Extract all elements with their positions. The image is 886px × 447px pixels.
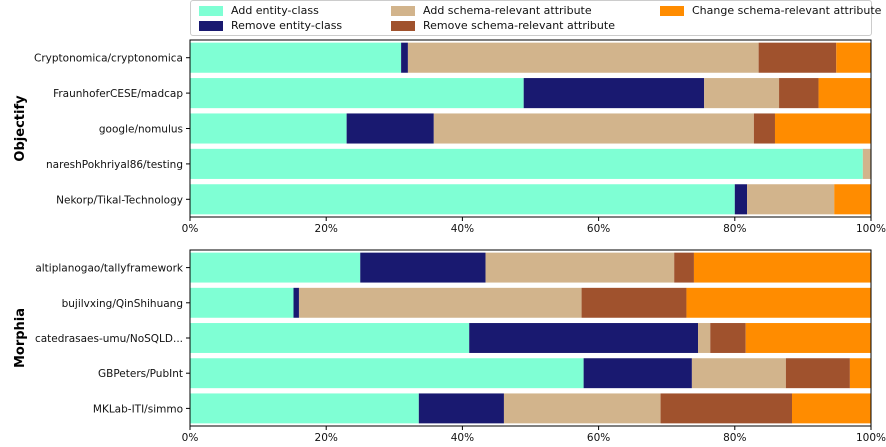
bar-segment-objectify-3-add_attr — [862, 148, 871, 179]
bar-segment-morphia-2-remove_attr — [710, 323, 746, 353]
bar-segment-objectify-2-remove_attr — [753, 113, 775, 144]
x-tick-label: 20% — [315, 432, 338, 444]
bar-segment-objectify-1-add_attr — [704, 78, 780, 109]
bar-segment-objectify-0-remove_entity — [401, 42, 408, 73]
bar-segment-objectify-1-add_entity — [190, 78, 524, 109]
bar-segment-morphia-2-remove_entity — [469, 323, 699, 353]
bar-segment-objectify-4-add_attr — [747, 184, 835, 215]
category-label: Nekorp/Tikal-Technology — [56, 194, 183, 206]
bar-segment-morphia-3-add_attr — [691, 358, 786, 389]
bar-segment-objectify-2-remove_entity — [346, 113, 434, 144]
bar-segment-objectify-3-add_entity — [190, 148, 863, 179]
bar-segment-objectify-1-remove_attr — [779, 78, 819, 109]
bar-segment-objectify-4-change_attr — [834, 184, 871, 215]
bar-segment-morphia-1-add_entity — [190, 287, 294, 318]
bar-segment-morphia-4-remove_entity — [418, 393, 504, 424]
bar-segment-morphia-4-change_attr — [792, 393, 871, 424]
bar-segment-morphia-2-add_attr — [698, 323, 711, 353]
x-tick-label: 60% — [587, 432, 610, 444]
legend-label: Add entity-class — [231, 4, 319, 17]
bar-segment-morphia-4-remove_attr — [660, 393, 792, 424]
category-label: Cryptonomica/cryptonomica — [34, 53, 183, 65]
panel-group-label: Morphia — [13, 308, 28, 368]
panel-group-label: Objectify — [13, 95, 28, 162]
bar-segment-objectify-4-add_entity — [190, 184, 735, 215]
category-label: bujilvxing/QinShihuang — [62, 298, 183, 310]
legend-label: Remove schema-relevant attribute — [423, 19, 615, 32]
category-label: altiplanogao/tallyframework — [35, 263, 184, 275]
bar-segment-morphia-0-remove_entity — [360, 252, 486, 283]
chart-legend: Add entity-class Remove entity-class Add… — [190, 0, 881, 36]
category-label: catedrasaes-umu/NoSQLD... — [35, 333, 183, 345]
bar-segment-objectify-1-remove_entity — [523, 78, 705, 109]
bar-segment-morphia-2-add_entity — [190, 323, 470, 353]
x-tick-label: 20% — [315, 223, 338, 235]
legend-swatch — [391, 21, 415, 31]
category-label: MKLab-ITI/simmo — [93, 403, 183, 415]
bar-segment-objectify-2-change_attr — [774, 113, 871, 144]
bar-segment-morphia-3-remove_attr — [785, 358, 850, 389]
legend-label: Add schema-relevant attribute — [423, 4, 592, 17]
plot-frame — [189, 39, 872, 218]
x-tick-label: 0% — [182, 432, 199, 444]
x-tick-label: 40% — [451, 432, 474, 444]
bar-segment-morphia-1-remove_attr — [581, 287, 687, 318]
category-label: google/nomulus — [99, 124, 183, 136]
bar-segment-morphia-0-remove_attr — [674, 252, 694, 283]
legend-label: Change schema-relevant attribute — [692, 4, 882, 17]
category-label: nareshPokhriyal86/testing — [46, 159, 183, 171]
legend-label: Remove entity-class — [231, 19, 343, 32]
legend-swatch — [199, 21, 223, 31]
bar-segment-morphia-0-add_entity — [190, 252, 361, 283]
bar-segment-objectify-2-add_attr — [433, 113, 754, 144]
x-tick-label: 80% — [723, 432, 746, 444]
bar-segment-morphia-2-change_attr — [745, 323, 871, 353]
bar-segment-objectify-4-remove_entity — [734, 184, 748, 215]
category-label: GBPeters/PubInt — [98, 368, 183, 380]
bar-segment-morphia-1-add_attr — [298, 287, 582, 318]
legend-swatch — [391, 6, 415, 16]
legend-swatch — [199, 6, 223, 16]
bar-segment-morphia-0-change_attr — [693, 252, 871, 283]
legend-swatch — [660, 6, 684, 16]
bar-segment-morphia-4-add_entity — [190, 393, 419, 424]
bar-segment-morphia-4-add_attr — [503, 393, 661, 424]
bar-segment-morphia-3-remove_entity — [583, 358, 692, 389]
bar-segment-objectify-2-add_entity — [190, 113, 347, 144]
bar-segment-objectify-0-change_attr — [836, 42, 871, 73]
bar-segment-morphia-1-change_attr — [686, 287, 871, 318]
plot-frame — [189, 249, 872, 427]
bar-segment-morphia-3-change_attr — [849, 358, 871, 389]
x-tick-label: 40% — [451, 223, 474, 235]
bar-segment-morphia-1-remove_entity — [293, 287, 299, 318]
bar-segment-objectify-0-add_attr — [407, 42, 759, 73]
x-tick-label: 80% — [723, 223, 746, 235]
x-tick-label: 100% — [856, 432, 886, 444]
x-tick-label: 0% — [182, 223, 199, 235]
bar-segment-objectify-0-add_entity — [190, 42, 402, 73]
x-tick-label: 60% — [587, 223, 610, 235]
bar-segment-morphia-0-add_attr — [485, 252, 675, 283]
x-tick-label: 100% — [856, 223, 886, 235]
bar-segment-objectify-0-remove_attr — [758, 42, 837, 73]
category-label: FraunhoferCESE/madcap — [53, 88, 183, 100]
bar-segment-morphia-3-add_entity — [190, 358, 584, 389]
bar-segment-objectify-1-change_attr — [818, 78, 871, 109]
